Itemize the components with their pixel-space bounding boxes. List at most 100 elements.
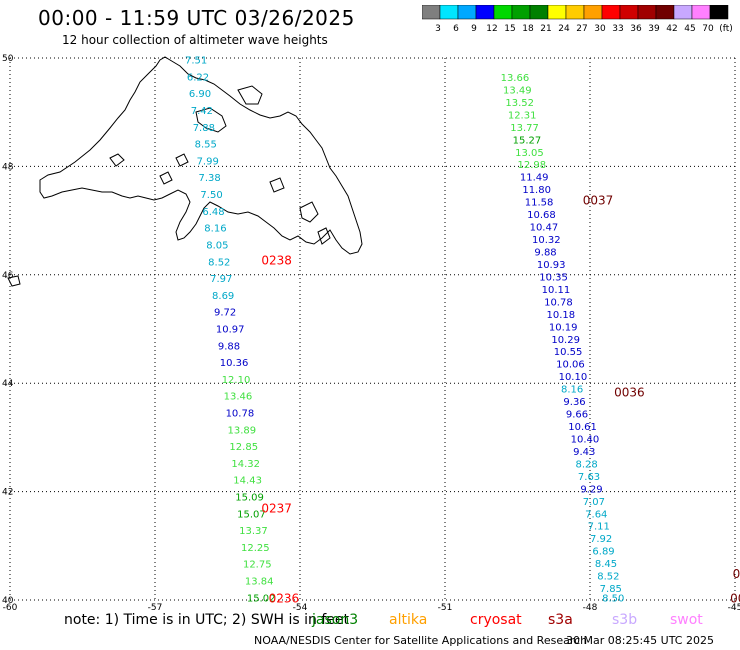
- colorbar-label: 36: [630, 24, 642, 33]
- lon-tick-label: -51: [438, 603, 453, 613]
- colorbar-label: 21: [540, 24, 551, 33]
- wave-height-value: 7.07: [583, 497, 605, 508]
- wave-height-value: 12.25: [241, 543, 270, 554]
- colorbar-label: 9: [471, 24, 477, 33]
- wave-height-value: 8.50: [602, 593, 624, 604]
- wave-height-value: 9.36: [563, 397, 585, 408]
- wave-height-value: 13.46: [224, 392, 253, 403]
- colorbar-label: 39: [648, 24, 660, 33]
- wave-height-value: 6.22: [187, 72, 209, 83]
- chart-title: 00:00 - 11:59 UTC 03/26/2025: [38, 6, 355, 30]
- wave-height-value: 7.11: [588, 522, 610, 533]
- wave-height-value: 8.16: [204, 224, 226, 235]
- colorbar-label: 33: [612, 24, 623, 33]
- lon-tick-label: -48: [583, 603, 598, 613]
- colorbar-legend: 3 6 9 12 15 18 21 24 27 30 33 36 39 42 45 70 (ft): [422, 5, 732, 33]
- lon-tick-label: -54: [293, 603, 308, 613]
- colorbar-label: 24: [558, 24, 570, 33]
- wave-height-value: 8.28: [576, 459, 598, 470]
- wave-height-value: 8.05: [206, 240, 228, 251]
- lon-tick-label: -60: [3, 603, 18, 613]
- wave-height-value: 7.92: [590, 534, 612, 545]
- wave-height-value: 13.05: [515, 148, 544, 159]
- wave-height-value: 10.35: [539, 272, 568, 283]
- wave-height-value: 8.52: [597, 572, 619, 583]
- wave-height-value: 7.97: [210, 274, 232, 285]
- wave-height-value: 7.64: [585, 509, 607, 520]
- wave-height-value: 9.72: [214, 308, 236, 319]
- satellite-legend: jason3 altika cryosat s3a s3b swot: [0, 612, 740, 630]
- satellite-legend-item: jason3: [312, 612, 359, 628]
- colorbar-label: (ft): [719, 24, 732, 33]
- colorbar-label: 6: [453, 24, 459, 33]
- wave-height-value: 7.38: [199, 173, 221, 184]
- newfoundland-coastline: [7, 56, 363, 287]
- wave-height-value: 15.27: [513, 135, 542, 146]
- wave-height-value: 6.48: [202, 207, 224, 218]
- wave-height-value: 9.66: [566, 410, 588, 421]
- colorbar-label: 70: [702, 24, 714, 33]
- colorbar-label: 42: [666, 24, 677, 33]
- lat-lon-grid: -60 -57 -54 -51 -48 -45 40 42 44 46 48 50: [2, 54, 740, 613]
- footnote: note: 1) Time is in UTC; 2) SWH is in fe…: [64, 612, 350, 628]
- wave-height-value: 13.89: [228, 425, 257, 436]
- colorbar-label: 12: [486, 24, 497, 33]
- pass-time-label: 0236: [269, 591, 300, 605]
- pass-time-label: 0238: [261, 254, 292, 268]
- colorbar-label: 27: [576, 24, 587, 33]
- wave-height-value: 7.50: [200, 190, 222, 201]
- wave-height-value: 6.89: [592, 547, 614, 558]
- wave-height-value: 12.98: [518, 160, 547, 171]
- lat-tick-label: 42: [2, 488, 13, 498]
- wave-height-value: 10.78: [226, 408, 255, 419]
- wave-height-value: 10.11: [542, 285, 571, 296]
- wave-height-value: 8.45: [595, 559, 617, 570]
- altimeter-tracks: 15.02 13.84 12.75 12.25 13.37 15.07 15.09 14.43…: [185, 56, 740, 606]
- wave-height-value: 15.09: [235, 492, 264, 503]
- wave-height-value: 10.47: [530, 223, 559, 234]
- wave-height-value: 10.97: [216, 324, 245, 335]
- wave-height-value: 10.19: [549, 322, 578, 333]
- pass-time-label: 0237: [261, 501, 292, 515]
- satellite-legend-item: swot: [670, 612, 703, 628]
- wave-height-value: 7.88: [193, 123, 215, 134]
- wave-height-value: 15.02: [247, 593, 276, 604]
- lon-tick-label: -45: [728, 603, 740, 613]
- wave-height-value: 7.42: [191, 106, 213, 117]
- wave-height-value: 9.43: [573, 447, 595, 458]
- timestamp: 30 Mar 08:25:45 UTC 2025: [566, 634, 714, 647]
- satellite-legend-item: s3b: [612, 612, 638, 628]
- lat-tick-label: 50: [2, 54, 14, 64]
- wave-height-value: 13.84: [245, 576, 274, 587]
- wave-height-value: 10.29: [551, 335, 580, 346]
- wave-height-value: 13.66: [501, 73, 530, 84]
- colorbar-label: 45: [684, 24, 695, 33]
- lat-tick-label: 44: [2, 379, 14, 389]
- credit-line: NOAA/NESDIS Center for Satellite Applica…: [254, 634, 588, 647]
- wave-height-value: 9.29: [580, 484, 602, 495]
- pass-time-label: 0036: [614, 385, 645, 399]
- satellite-legend-item: cryosat: [470, 612, 522, 628]
- wave-height-value: 10.40: [571, 434, 600, 445]
- pass-time-label: 00: [730, 591, 740, 605]
- wave-height-value: 14.43: [233, 476, 262, 487]
- colorbar-label: 3: [435, 24, 441, 33]
- wave-height-value: 11.80: [522, 185, 551, 196]
- colorbar-swatch: [709, 5, 729, 20]
- satellite-legend-item: altika: [389, 612, 428, 628]
- lat-tick-label: 46: [2, 271, 14, 281]
- wave-height-value: 14.32: [231, 459, 260, 470]
- satellite-legend-item: s3a: [548, 612, 573, 628]
- wave-height-value: 13.77: [510, 123, 539, 134]
- wave-height-value: 10.18: [547, 310, 576, 321]
- lat-tick-label: 40: [2, 596, 14, 606]
- colorbar-label: 30: [594, 24, 606, 33]
- wave-height-value: 7.85: [600, 584, 622, 595]
- colorbar-label: 18: [522, 24, 534, 33]
- wave-height-value: 10.61: [568, 422, 597, 433]
- wave-height-value: 7.99: [197, 156, 219, 167]
- lat-tick-label: 48: [2, 162, 14, 172]
- wave-height-value: 8.55: [195, 140, 217, 151]
- wave-height-value: 10.36: [220, 358, 249, 369]
- wave-height-value: 10.93: [537, 260, 566, 271]
